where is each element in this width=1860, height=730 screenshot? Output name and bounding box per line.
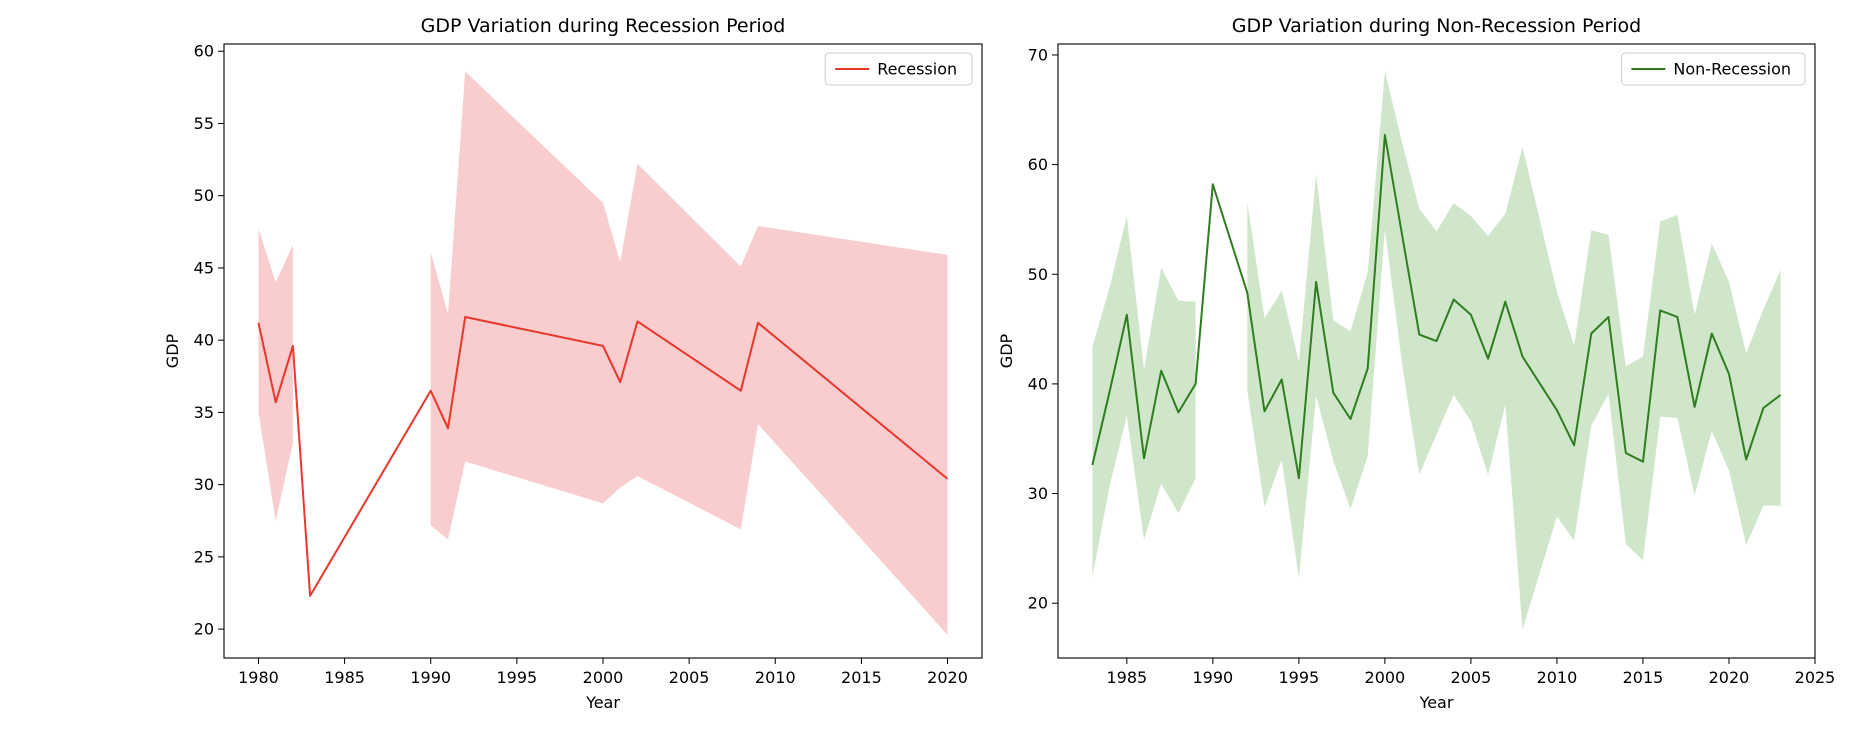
y-tick-label: 55 xyxy=(194,114,214,133)
x-tick-label: 2010 xyxy=(755,668,796,687)
x-tick-label: 1995 xyxy=(497,668,538,687)
legend: Recession xyxy=(824,52,973,86)
x-tick-label: 2020 xyxy=(927,668,968,687)
legend-label: Recession xyxy=(877,60,957,79)
y-tick-label: 50 xyxy=(194,186,214,205)
legend: Non-Recession xyxy=(1620,52,1806,86)
x-tick-label: 2020 xyxy=(1709,668,1750,687)
y-tick-label: 30 xyxy=(1028,484,1048,503)
x-axis-label: Year xyxy=(585,693,620,712)
x-tick-label: 1990 xyxy=(410,668,451,687)
x-tick-label: 1980 xyxy=(238,668,279,687)
y-tick-label: 45 xyxy=(194,258,214,277)
x-tick-label: 2000 xyxy=(583,668,624,687)
confidence-band xyxy=(430,71,948,635)
y-axis-label: GDP xyxy=(163,333,182,368)
y-tick-label: 25 xyxy=(194,547,214,566)
chart-title: GDP Variation during Non-Recession Perio… xyxy=(1232,15,1641,37)
axes-frame xyxy=(1057,43,1816,659)
x-tick-label: 2015 xyxy=(1623,668,1664,687)
y-tick-label: 60 xyxy=(194,42,214,61)
y-tick-label: 35 xyxy=(194,403,214,422)
y-tick-label: 30 xyxy=(194,475,214,494)
x-tick-label: 2025 xyxy=(1795,668,1836,687)
x-tick-label: 2005 xyxy=(669,668,710,687)
x-tick-label: 2010 xyxy=(1537,668,1578,687)
legend-box xyxy=(824,52,973,86)
y-tick-label: 60 xyxy=(1028,155,1048,174)
x-axis-label: Year xyxy=(1419,693,1454,712)
y-tick-label: 40 xyxy=(1028,374,1048,393)
legend-label: Non-Recession xyxy=(1673,60,1791,79)
confidence-band xyxy=(1092,216,1196,577)
non-recession-chart: 1985 1990 1995 2000 2005 2010 2015 2020 20252030… xyxy=(997,15,1835,712)
confidence-band xyxy=(258,228,293,521)
y-tick-label: 40 xyxy=(194,331,214,350)
series-line xyxy=(1091,134,1782,480)
chart-title: GDP Variation during Recession Period xyxy=(421,15,786,37)
x-tick-label: 1990 xyxy=(1192,668,1233,687)
recession-chart: 1980 1985 1990 1995 2000 2005 2010 2015 20202025… xyxy=(163,15,983,712)
x-tick-label: 1985 xyxy=(1106,668,1147,687)
x-tick-label: 1995 xyxy=(1279,668,1320,687)
x-tick-label: 1985 xyxy=(324,668,365,687)
x-tick-label: 2000 xyxy=(1365,668,1406,687)
y-axis-label: GDP xyxy=(997,333,1016,368)
y-tick-label: 20 xyxy=(194,620,214,639)
legend-box xyxy=(1620,52,1806,86)
confidence-band xyxy=(1247,71,1781,630)
x-tick-label: 2005 xyxy=(1451,668,1492,687)
series-line xyxy=(257,316,949,597)
y-tick-label: 50 xyxy=(1028,265,1048,284)
x-tick-label: 2015 xyxy=(841,668,882,687)
y-tick-label: 20 xyxy=(1028,594,1048,613)
y-tick-label: 70 xyxy=(1028,45,1048,64)
